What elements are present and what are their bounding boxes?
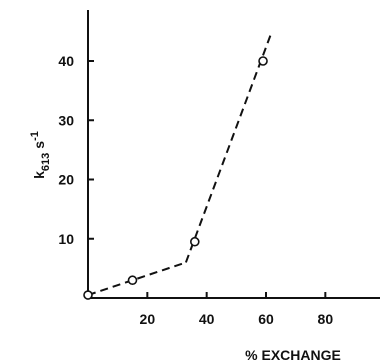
- y-axis-title-exponent: -1: [29, 131, 41, 141]
- x-axis-title: % EXCHANGE: [245, 347, 341, 363]
- data-point: [190, 236, 200, 247]
- y-tick-label: 20: [58, 172, 74, 188]
- y-axis-title-unit: s: [31, 141, 47, 149]
- data-points: [83, 56, 268, 300]
- x-tick-label: 40: [199, 311, 215, 327]
- fit-line-2: [184, 31, 273, 263]
- x-tick-label: 60: [258, 311, 274, 327]
- y-tick-label: 10: [58, 231, 74, 247]
- data-point: [258, 56, 268, 66]
- data-point: [83, 290, 93, 300]
- y-tick-label: 30: [58, 112, 74, 128]
- tick-labels: 10 20 30 40 20 40 60 80: [58, 53, 333, 327]
- fit-lines: [87, 31, 273, 296]
- axes: [87, 10, 380, 299]
- x-tick-label: 20: [140, 311, 156, 327]
- data-point: [127, 275, 138, 286]
- fit-line-1: [87, 261, 187, 296]
- y-axis-title-subscript: 613: [40, 153, 52, 171]
- y-axis-title: k613 s-1: [29, 131, 52, 179]
- x-tick-label: 80: [318, 311, 334, 327]
- y-axis-title-main: k: [31, 171, 47, 179]
- y-tick-label: 40: [58, 53, 74, 69]
